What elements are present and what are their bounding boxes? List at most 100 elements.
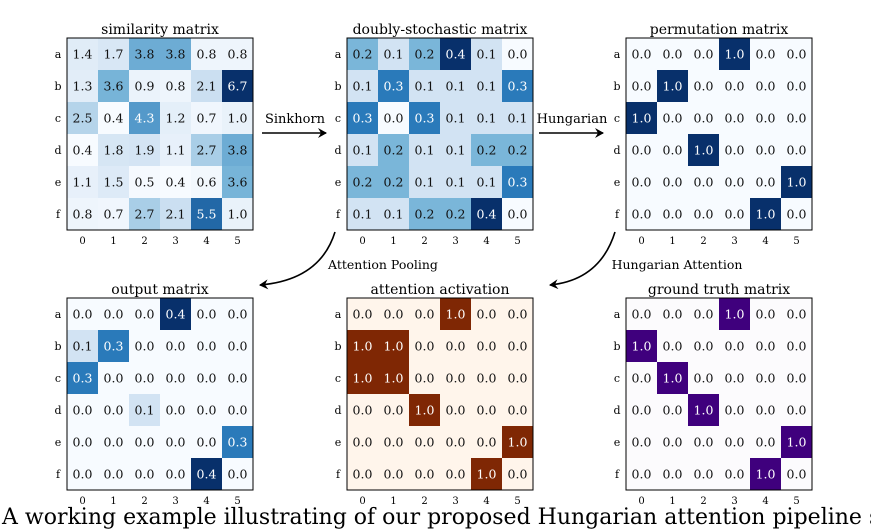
output-cell-value: 0.0	[104, 307, 124, 322]
output-cell	[160, 426, 191, 458]
ground-truth-cell	[626, 362, 657, 394]
col-label: 4	[203, 496, 209, 507]
permutation-cell	[781, 166, 812, 198]
ground-truth-cell	[719, 458, 750, 490]
similarity-cell-value: 0.7	[104, 207, 124, 222]
doubly-stochastic-cell	[502, 38, 533, 70]
doubly-stochastic-cell	[440, 166, 471, 198]
ground-truth-cell-value: 1.0	[663, 371, 683, 386]
output-cell	[222, 426, 253, 458]
permutation-cell-value: 0.0	[756, 79, 776, 94]
permutation-cell-value: 0.0	[756, 143, 776, 158]
attention-activation-cell	[440, 298, 471, 330]
doubly-stochastic-cell-value: 0.1	[415, 143, 435, 158]
attention-activation-cell-value: 0.0	[446, 371, 466, 386]
doubly-stochastic-cell-value: 0.3	[508, 79, 528, 94]
attention-activation-cell	[471, 426, 502, 458]
row-label: c	[55, 112, 61, 125]
similarity-cell	[160, 134, 191, 166]
row-label: c	[614, 372, 620, 385]
similarity-cell	[222, 70, 253, 102]
doubly-stochastic-cell	[409, 70, 440, 102]
similarity-frame	[66, 37, 254, 231]
row-label: a	[614, 308, 621, 321]
similarity-cell-value: 2.1	[166, 207, 186, 222]
doubly-stochastic-cell	[471, 70, 502, 102]
attention-activation-cell	[502, 426, 533, 458]
permutation-cell-value: 0.0	[725, 79, 745, 94]
ground-truth-cell	[781, 330, 812, 362]
ground-truth-cell	[719, 426, 750, 458]
attention-activation-cell-value: 0.0	[415, 435, 435, 450]
permutation-cell-value: 0.0	[756, 47, 776, 62]
doubly-stochastic-cell	[409, 38, 440, 70]
ground-truth-cell-value: 0.0	[725, 339, 745, 354]
doubly-stochastic-cell-value: 0.1	[353, 79, 373, 94]
output-cell-value: 0.0	[73, 403, 93, 418]
attention-activation-cell	[409, 298, 440, 330]
output-cell	[160, 362, 191, 394]
attention-activation-cell	[378, 394, 409, 426]
permutation-cell	[750, 38, 781, 70]
similarity-cell-value: 1.2	[166, 111, 186, 126]
doubly-stochastic-cell	[347, 134, 378, 166]
output-cell-value: 0.0	[135, 467, 155, 482]
permutation-cell	[626, 70, 657, 102]
permutation-cell-value: 1.0	[632, 111, 652, 126]
output-cell-value: 0.0	[228, 371, 248, 386]
ground-truth-cell	[657, 362, 688, 394]
output-cell-value: 0.0	[166, 467, 186, 482]
similarity-cell-value: 0.9	[135, 79, 155, 94]
attention-activation-cell-value: 0.0	[415, 307, 435, 322]
similarity-cell-value: 1.7	[104, 47, 124, 62]
doubly-stochastic-cell	[409, 102, 440, 134]
doubly-stochastic-cell-value: 0.1	[477, 175, 497, 190]
attention-activation-cell-value: 0.0	[353, 435, 373, 450]
sinkhorn-arrow: Sinkhorn	[262, 112, 327, 138]
permutation-cell	[688, 166, 719, 198]
similarity-cell	[191, 70, 222, 102]
output-cell-value: 0.0	[73, 435, 93, 450]
ground-truth-cell-value: 0.0	[632, 435, 652, 450]
doubly-stochastic-cell	[471, 198, 502, 230]
similarity-cell-value: 0.4	[104, 111, 124, 126]
doubly-stochastic-cell	[378, 198, 409, 230]
col-label: 2	[141, 496, 147, 507]
ground-truth-cell-value: 0.0	[663, 435, 683, 450]
output-cell-value: 0.0	[197, 307, 217, 322]
ground-truth-cell-value: 1.0	[725, 307, 745, 322]
row-label: b	[613, 340, 620, 353]
similarity-cell	[98, 38, 129, 70]
output-cell	[98, 458, 129, 490]
row-label: b	[54, 80, 61, 93]
ground-truth-cell	[626, 330, 657, 362]
attention-activation-cell-value: 0.0	[384, 307, 404, 322]
figure-caption: A working example illustrating of our pr…	[2, 505, 871, 530]
col-label: 2	[421, 496, 427, 507]
doubly-stochastic-cell	[502, 198, 533, 230]
output-cell-value: 0.0	[228, 467, 248, 482]
similarity-cell-value: 3.8	[166, 47, 186, 62]
permutation-cell	[688, 102, 719, 134]
ground-truth-cell-value: 0.0	[756, 307, 776, 322]
col-label: 2	[700, 236, 706, 247]
output-cell	[222, 330, 253, 362]
row-label: b	[334, 80, 341, 93]
ground-truth-cell-value: 0.0	[663, 339, 683, 354]
permutation-cell	[781, 70, 812, 102]
attention-activation-cell	[502, 298, 533, 330]
col-label: 5	[514, 236, 520, 247]
ground-truth-cell-value: 0.0	[632, 467, 652, 482]
similarity-cell-value: 4.3	[135, 111, 155, 126]
doubly-stochastic-cell-value: 0.1	[446, 111, 466, 126]
ground-truth-cell-value: 0.0	[787, 339, 807, 354]
output-cell	[129, 298, 160, 330]
attention-activation-cell-value: 0.0	[353, 307, 373, 322]
col-label: 4	[483, 496, 489, 507]
permutation-cell	[657, 198, 688, 230]
doubly-stochastic-cell	[471, 166, 502, 198]
output-cell-value: 0.1	[73, 339, 93, 354]
output-cell	[222, 458, 253, 490]
ground-truth-cell	[750, 458, 781, 490]
permutation-cell-value: 0.0	[632, 47, 652, 62]
